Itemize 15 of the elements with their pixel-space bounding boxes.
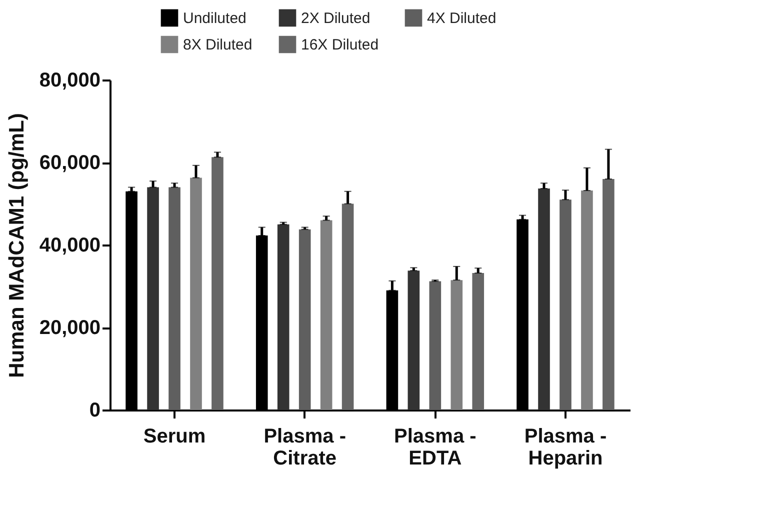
y-axis-title: Human MAdCAM1 (pg/mL) xyxy=(5,113,28,378)
x-tick-label: Plasma - EDTA xyxy=(394,426,476,470)
x-tick-label: Plasma - Citrate xyxy=(264,426,346,470)
y-tick-label: 80,000 xyxy=(39,70,100,92)
y-tick-label: 60,000 xyxy=(39,152,100,174)
legend-label: Undiluted xyxy=(183,10,246,27)
legend-label: 16X Diluted xyxy=(301,36,379,54)
y-tick-label: 20,000 xyxy=(39,317,100,339)
legend-label: 8X Diluted xyxy=(183,36,252,54)
legend-label: 2X Diluted xyxy=(301,10,370,27)
legend-label: 4X Diluted xyxy=(427,10,496,27)
x-tick-label: Plasma - Heparin xyxy=(524,426,607,470)
y-tick-label: 40,000 xyxy=(39,234,100,256)
x-tick-label: Serum xyxy=(143,426,206,448)
y-tick-label: 0 xyxy=(89,400,100,422)
